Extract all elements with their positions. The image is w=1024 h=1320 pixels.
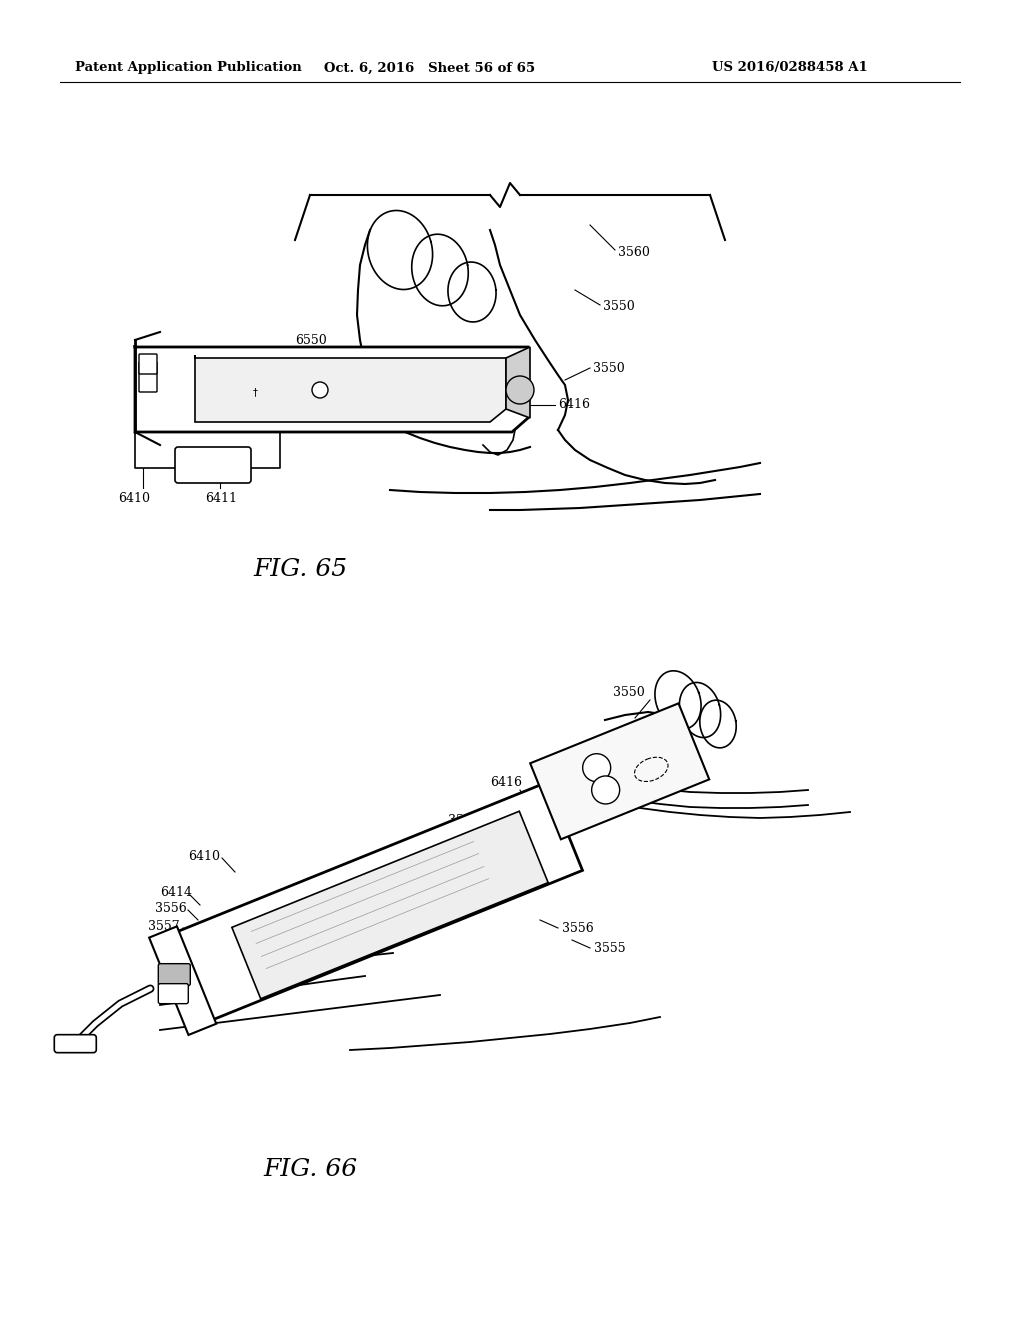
- Text: 3560: 3560: [618, 246, 650, 259]
- FancyBboxPatch shape: [139, 354, 157, 374]
- Polygon shape: [158, 783, 583, 1028]
- Text: Patent Application Publication: Patent Application Publication: [75, 62, 302, 74]
- Text: Oct. 6, 2016   Sheet 56 of 65: Oct. 6, 2016 Sheet 56 of 65: [325, 62, 536, 74]
- Polygon shape: [195, 355, 506, 422]
- Polygon shape: [135, 345, 528, 432]
- Text: US 2016/0288458 A1: US 2016/0288458 A1: [712, 62, 868, 74]
- Text: 3550: 3550: [603, 301, 635, 314]
- Text: 3557: 3557: [148, 920, 179, 932]
- Polygon shape: [150, 927, 216, 1035]
- Text: 3556: 3556: [155, 902, 186, 915]
- Text: 6410: 6410: [188, 850, 220, 862]
- Text: FIG. 65: FIG. 65: [253, 558, 347, 582]
- Text: 3550: 3550: [613, 686, 645, 700]
- FancyBboxPatch shape: [159, 964, 190, 986]
- FancyBboxPatch shape: [159, 983, 188, 1003]
- Text: 3550: 3550: [593, 362, 625, 375]
- Text: 6414: 6414: [160, 887, 193, 899]
- FancyBboxPatch shape: [54, 1035, 96, 1052]
- Text: †: †: [253, 387, 257, 397]
- Text: 3557: 3557: [449, 813, 479, 826]
- Text: 3555: 3555: [594, 941, 626, 954]
- Text: FIG. 66: FIG. 66: [263, 1159, 357, 1181]
- Polygon shape: [506, 347, 530, 418]
- Polygon shape: [231, 812, 548, 999]
- Circle shape: [506, 376, 534, 404]
- Text: 6550: 6550: [295, 334, 327, 346]
- Circle shape: [592, 776, 620, 804]
- Text: 6416: 6416: [490, 776, 522, 789]
- Text: 6410: 6410: [118, 491, 150, 504]
- Text: 6411: 6411: [205, 491, 237, 504]
- Text: 3556: 3556: [562, 921, 594, 935]
- Text: 6416: 6416: [558, 399, 590, 412]
- FancyBboxPatch shape: [139, 362, 157, 392]
- Text: 6414: 6414: [228, 986, 260, 999]
- Circle shape: [312, 381, 328, 399]
- Text: 6414: 6414: [520, 791, 552, 804]
- Circle shape: [583, 754, 610, 781]
- FancyBboxPatch shape: [175, 447, 251, 483]
- Polygon shape: [530, 704, 710, 840]
